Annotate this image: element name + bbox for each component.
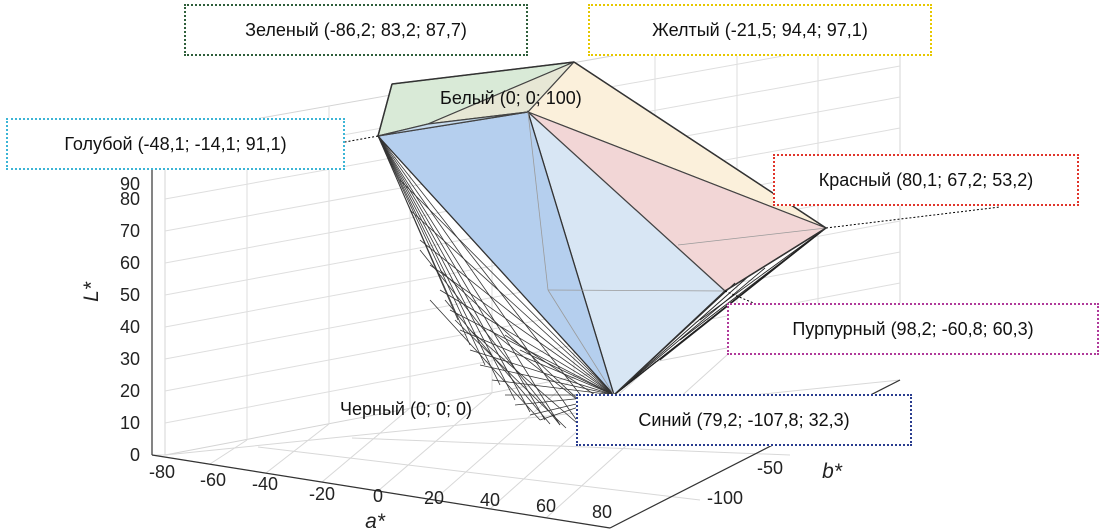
a-tick: 40: [480, 490, 500, 510]
l-tick: 30: [120, 349, 140, 369]
b-axis-label: b*: [822, 460, 843, 483]
l-tick: 10: [120, 413, 140, 433]
wireframe-right: [613, 227, 827, 396]
label-black: Черный (0; 0; 0): [340, 399, 472, 419]
callout-red: Красный (80,1; 67,2; 53,2): [773, 154, 1079, 206]
a-tick: -60: [200, 470, 226, 490]
a-tick: -80: [149, 462, 175, 482]
l-tick: 80: [120, 189, 140, 209]
callout-cyan: Голубой (-48,1; -14,1; 91,1): [6, 118, 345, 170]
b-tick: -50: [757, 458, 783, 478]
a-tick: -20: [309, 484, 335, 504]
l-tick: 90: [120, 174, 140, 194]
callout-blue: Синий (79,2; -107,8; 32,3): [576, 394, 912, 446]
b-ticks: -50 -100: [707, 458, 783, 508]
face-cyan-white: [377, 111, 529, 137]
a-tick: -40: [252, 474, 278, 494]
l-tick: 0: [130, 445, 140, 465]
l-ticks: 0 10 20 30 40 50 60 70 80 90: [120, 174, 140, 465]
b-tick: -100: [707, 488, 743, 508]
gamut-solid: [376, 61, 828, 431]
callout-magenta: Пурпурный (98,2; -60,8; 60,3): [727, 303, 1099, 355]
a-axis-label: a*: [365, 510, 386, 532]
a-tick: 0: [373, 486, 383, 506]
a-tick: 20: [424, 488, 444, 508]
a-tick: 80: [592, 502, 612, 522]
l-axis-label: L*: [80, 281, 103, 302]
label-white: Белый (0; 0; 100): [440, 88, 582, 108]
callout-green: Зеленый (-86,2; 83,2; 87,7): [184, 4, 528, 56]
l-tick: 70: [120, 221, 140, 241]
a-tick: 60: [536, 496, 556, 516]
a-ticks: -80 -60 -40 -20 0 20 40 60 80: [149, 462, 612, 522]
callout-yellow: Желтый (-21,5; 94,4; 97,1): [588, 4, 932, 56]
l-tick: 50: [120, 285, 140, 305]
l-tick: 40: [120, 317, 140, 337]
l-tick: 60: [120, 253, 140, 273]
l-tick: 20: [120, 381, 140, 401]
